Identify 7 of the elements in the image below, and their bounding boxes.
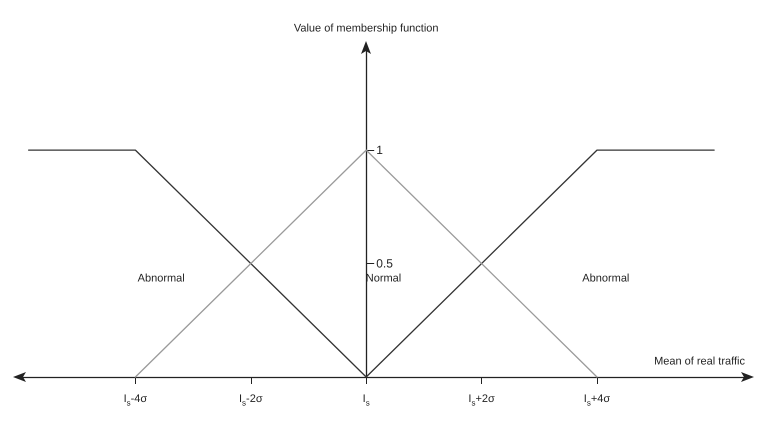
x-axis-title: Mean of real traffic bbox=[654, 356, 746, 368]
y-tick-label: 1 bbox=[376, 143, 384, 158]
y-axis-title: Value of membership function bbox=[294, 22, 439, 34]
annotation: Abnormal bbox=[582, 272, 630, 284]
annotation: Normal bbox=[366, 272, 402, 284]
annotation: Abnormal bbox=[138, 272, 185, 284]
y-tick-label: 0.5 bbox=[376, 256, 394, 271]
